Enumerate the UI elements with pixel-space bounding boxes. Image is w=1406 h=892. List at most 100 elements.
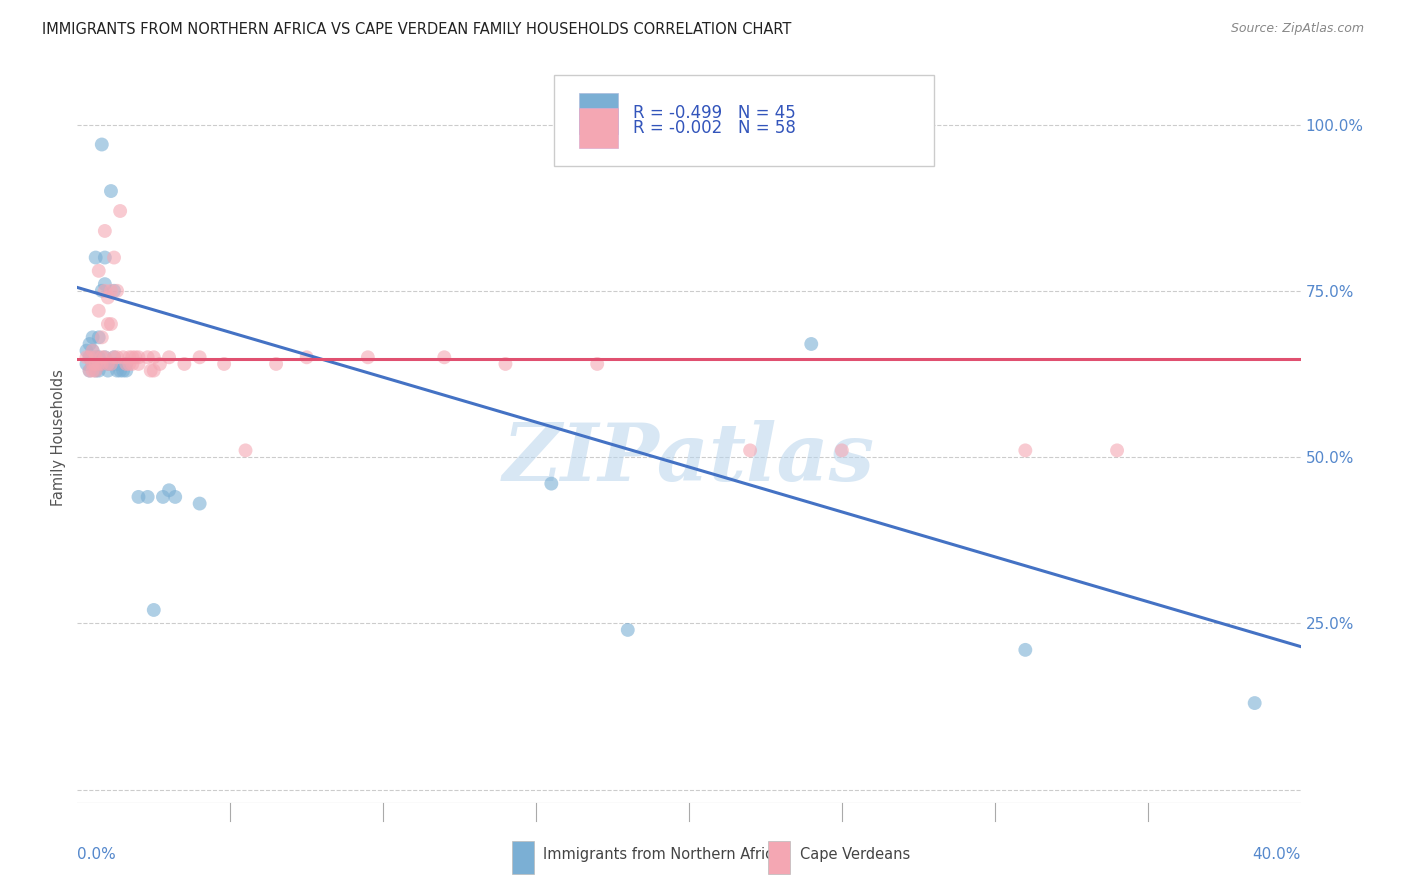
Point (433, 351, 456, 365)
Point (157, 351, 180, 365)
Point (495, 357, 517, 371)
Point (118, 351, 141, 365)
Point (142, 363, 165, 377)
Text: 0.0%: 0.0% (77, 847, 117, 862)
Point (165, 490, 187, 504)
Point (115, 357, 138, 371)
Point (84, 363, 107, 377)
Point (136, 351, 159, 365)
Point (1107, 443, 1129, 458)
Point (87, 330, 110, 344)
Point (79, 351, 101, 365)
Point (76, 357, 98, 371)
Point (128, 351, 150, 365)
Point (617, 623, 640, 637)
Point (105, 363, 128, 377)
Point (1243, 696, 1265, 710)
Point (79, 351, 101, 365)
Point (103, 284, 125, 298)
Point (100, 317, 122, 331)
Point (112, 363, 135, 377)
Point (128, 357, 150, 371)
Text: R = -0.499   N = 45: R = -0.499 N = 45 (633, 104, 796, 122)
Point (87, 264, 110, 278)
Point (82, 357, 104, 371)
Point (103, 351, 125, 365)
Point (84, 363, 107, 377)
Point (82, 330, 104, 344)
Point (82, 357, 104, 371)
Point (136, 490, 159, 504)
Point (264, 357, 287, 371)
Point (139, 363, 162, 377)
Point (82, 343, 104, 358)
Point (115, 363, 138, 377)
Point (128, 490, 150, 504)
Text: Immigrants from Northern Africa: Immigrants from Northern Africa (543, 847, 783, 862)
Point (173, 357, 195, 371)
Point (142, 351, 165, 365)
Point (831, 443, 853, 458)
Point (212, 357, 235, 371)
Point (87, 357, 110, 371)
Point (295, 351, 318, 365)
Point (90, 357, 112, 371)
Point (87, 363, 110, 377)
Point (94, 224, 117, 238)
Point (100, 184, 122, 198)
Point (105, 284, 128, 298)
Point (118, 357, 141, 371)
Point (188, 351, 211, 365)
Text: ZIPatlas: ZIPatlas (503, 420, 875, 498)
Point (87, 303, 110, 318)
Point (87, 357, 110, 371)
Point (100, 357, 122, 371)
Point (84, 357, 107, 371)
Point (142, 603, 165, 617)
Point (115, 357, 138, 371)
Point (800, 337, 823, 351)
Point (90, 330, 112, 344)
Point (97, 357, 120, 371)
Point (76, 343, 98, 358)
FancyBboxPatch shape (554, 75, 934, 167)
FancyBboxPatch shape (579, 108, 619, 148)
Text: R = -0.002   N = 58: R = -0.002 N = 58 (633, 119, 796, 137)
Point (90, 357, 112, 371)
Point (84, 251, 107, 265)
Point (357, 351, 380, 365)
Point (97, 357, 120, 371)
Point (94, 277, 117, 292)
Point (87, 351, 110, 365)
Point (112, 351, 135, 365)
Point (79, 337, 101, 351)
Point (108, 363, 131, 377)
Point (79, 363, 101, 377)
Text: 40.0%: 40.0% (1253, 847, 1301, 862)
FancyBboxPatch shape (512, 841, 534, 874)
Point (94, 351, 117, 365)
Point (121, 351, 143, 365)
Point (105, 351, 128, 365)
Text: IMMIGRANTS FROM NORTHERN AFRICA VS CAPE VERDEAN FAMILY HOUSEHOLDS CORRELATION CH: IMMIGRANTS FROM NORTHERN AFRICA VS CAPE … (42, 22, 792, 37)
FancyBboxPatch shape (769, 841, 790, 874)
Point (103, 251, 125, 265)
Point (90, 351, 112, 365)
Point (100, 357, 122, 371)
Point (97, 290, 120, 304)
Point (100, 284, 122, 298)
Point (76, 351, 98, 365)
Point (1014, 643, 1036, 657)
Point (149, 357, 172, 371)
Point (157, 483, 180, 498)
Point (82, 363, 104, 377)
Point (82, 343, 104, 358)
Point (108, 204, 131, 219)
Point (97, 317, 120, 331)
Point (97, 363, 120, 377)
Text: Source: ZipAtlas.com: Source: ZipAtlas.com (1230, 22, 1364, 36)
Point (540, 476, 562, 491)
Text: Cape Verdeans: Cape Verdeans (800, 847, 911, 862)
Point (90, 284, 112, 298)
Point (1014, 443, 1036, 458)
